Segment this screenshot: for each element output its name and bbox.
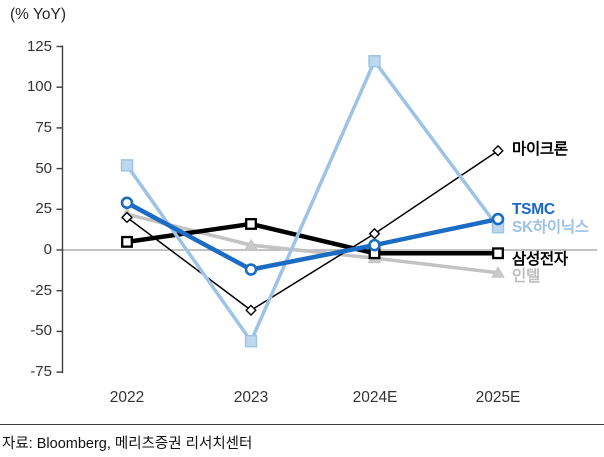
marker-circle [368, 238, 381, 252]
marker-square [244, 334, 258, 348]
y-tick-label: 100 [26, 78, 52, 96]
series-label-micron: 마이크론 [512, 141, 568, 158]
marker-circle [244, 263, 258, 276]
marker-diamond [245, 304, 257, 317]
marker-square [492, 247, 504, 260]
x-tick-label-2022: 2022 [109, 389, 145, 406]
y-axis-unit-label: (% YoY) [10, 6, 67, 23]
series-label-sk-hynix: SK하이닉스 [512, 219, 589, 236]
y-tick-label: -75 [30, 363, 52, 381]
series-line-0 [126, 150, 499, 311]
marker-circle [491, 212, 505, 226]
series-line-3 [126, 221, 498, 256]
marker-diamond [492, 144, 504, 157]
marker-diamond [121, 211, 133, 224]
series-line-2 [125, 59, 500, 343]
x-tick-label-2023: 2023 [233, 389, 269, 406]
marker-square [245, 218, 257, 230]
marker-triangle [491, 266, 505, 278]
series-label-samsung: 삼성전자 [512, 251, 568, 268]
marker-circle [120, 196, 134, 210]
series-label-intel: 인텔 [512, 268, 540, 285]
marker-square [368, 54, 381, 68]
y-tick-label: 25 [35, 200, 52, 218]
source-divider [0, 424, 604, 425]
series-line-1 [125, 200, 499, 272]
source-text: 자료: Bloomberg, 메리츠증권 리서치센터 [2, 436, 253, 452]
y-tick-label: 0 [43, 241, 52, 258]
x-tick-label-2024e: 2024E [352, 389, 398, 406]
marker-diamond [368, 227, 381, 240]
y-tick-label: 125 [26, 37, 52, 55]
x-tick-label-2025e: 2025E [475, 389, 521, 406]
marker-square [120, 159, 134, 172]
y-tick-label: -25 [30, 281, 52, 299]
series-line-4 [126, 212, 499, 275]
y-tick-label: 50 [35, 159, 52, 177]
y-tick-label: 75 [35, 118, 52, 136]
marker-square [121, 235, 133, 248]
series-label-tsmc: TSMC [512, 201, 555, 218]
marker-triangle [244, 238, 258, 251]
y-tick-label: -50 [30, 322, 52, 340]
